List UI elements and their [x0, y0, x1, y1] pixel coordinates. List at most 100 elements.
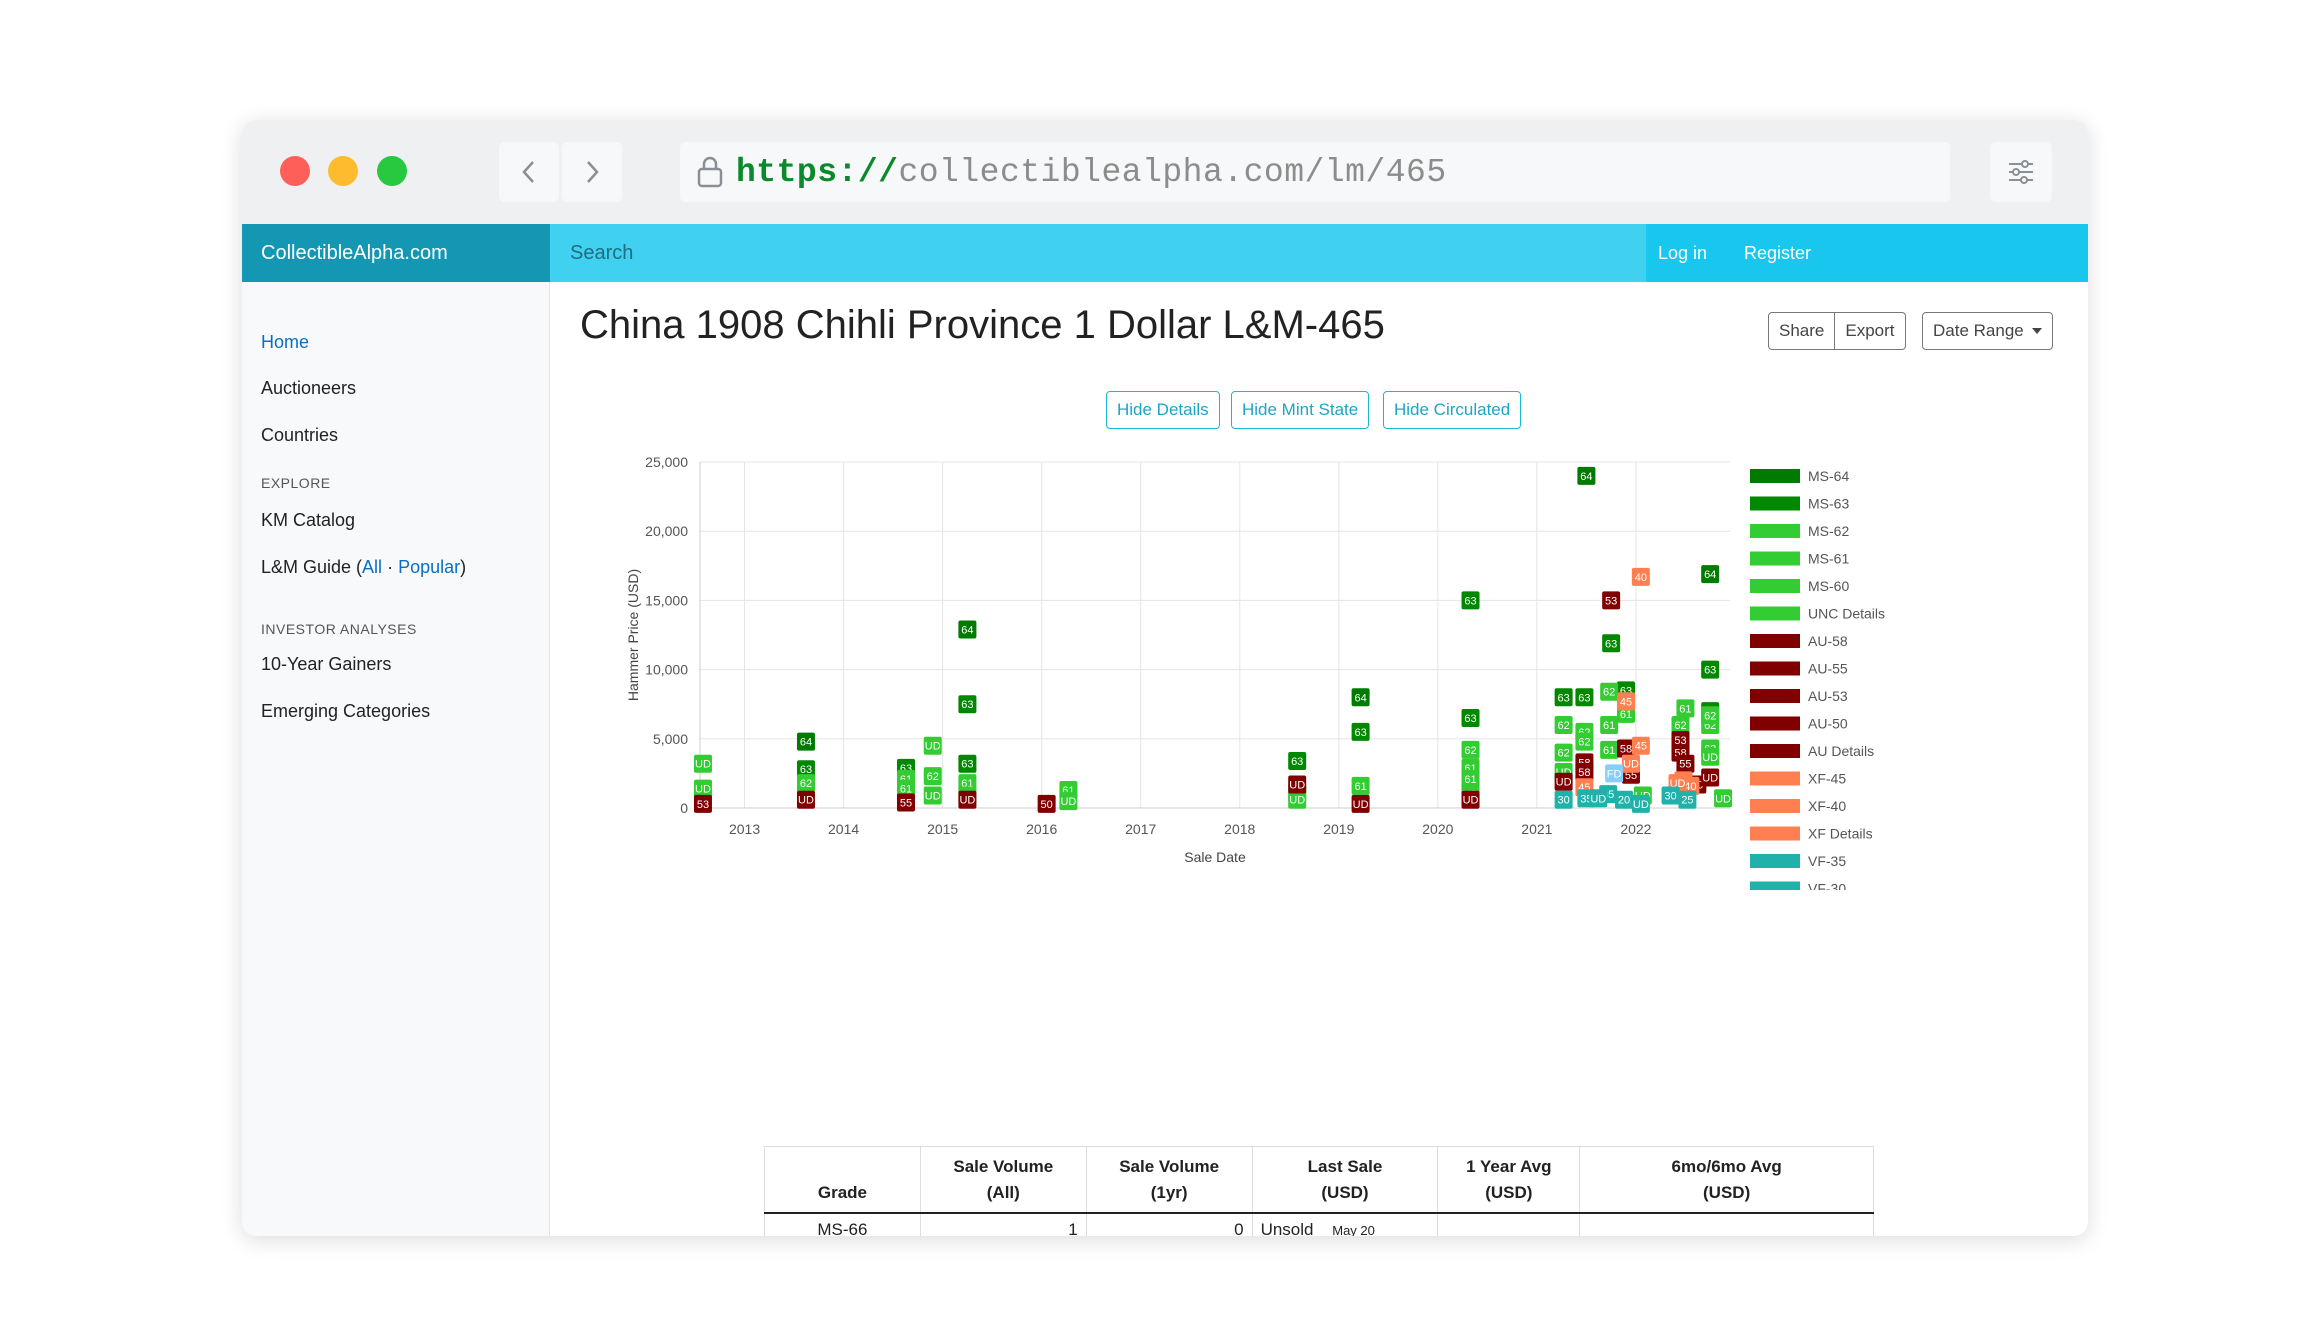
data-point-label: 63: [1704, 665, 1716, 677]
hide-circulated-button[interactable]: Hide Circulated: [1383, 391, 1522, 429]
data-point: [1714, 789, 1733, 808]
data-point: [1037, 794, 1056, 813]
sliders-icon: [2009, 160, 2033, 184]
legend-label: MS-63: [1808, 496, 1849, 512]
data-point: [1575, 688, 1594, 707]
address-bar[interactable]: https://collectiblealpha.com/lm/465: [680, 142, 1950, 202]
data-point-label: 62: [1557, 748, 1569, 760]
data-point: [958, 695, 977, 714]
minimize-window-button[interactable]: [328, 156, 358, 186]
cell-six-month-avg: [1579, 1212, 1874, 1236]
sidebar-item-home[interactable]: Home: [261, 332, 310, 352]
data-point: [1461, 591, 1480, 610]
sidebar-item-gainers[interactable]: 10-Year Gainers: [261, 654, 392, 674]
share-button[interactable]: Share: [1768, 312, 1836, 350]
x-tick-label: 2013: [729, 821, 760, 837]
data-point: [1701, 660, 1720, 679]
data-point: [1600, 715, 1619, 734]
legend-swatch: [1750, 826, 1800, 841]
legend-swatch: [1750, 771, 1800, 786]
data-point: [1701, 768, 1720, 787]
data-point-label: 61: [1354, 781, 1366, 793]
brand-link[interactable]: CollectibleAlpha.com: [242, 224, 550, 282]
data-point: [1631, 567, 1650, 586]
data-point: [958, 754, 977, 773]
top-navbar: CollectibleAlpha.com Search Log in Regis…: [242, 224, 2088, 282]
legend-label: MS-60: [1808, 578, 1849, 594]
y-tick-label: 25,000: [645, 454, 688, 470]
data-point: [1575, 732, 1594, 751]
legend-label: XF-40: [1808, 798, 1846, 814]
data-point-label: 63: [1354, 727, 1366, 739]
data-point: [1631, 794, 1650, 813]
data-point-label: UD: [1556, 777, 1572, 789]
data-point: [958, 620, 977, 639]
data-point-label: 63: [1291, 756, 1303, 768]
y-tick-label: 15,000: [645, 592, 688, 608]
legend-label: VF-35: [1808, 853, 1846, 869]
login-link[interactable]: Log in: [1658, 242, 1708, 263]
data-point-label: 62: [1704, 710, 1716, 722]
data-point: [1602, 591, 1621, 610]
hide-mint-state-button[interactable]: Hide Mint State: [1231, 391, 1370, 429]
search-input[interactable]: Search: [550, 224, 1646, 282]
data-point-label: 63: [800, 764, 812, 776]
export-button[interactable]: Export: [1835, 312, 1906, 350]
date-range-dropdown[interactable]: Date Range: [1922, 312, 2053, 350]
th-last-sale: Last Sale (USD): [1251, 1146, 1439, 1214]
data-point-label: UD: [1060, 796, 1076, 808]
lm-guide-all-link[interactable]: All: [362, 557, 383, 577]
data-point-label: UD: [959, 795, 975, 807]
data-point: [1351, 776, 1370, 795]
data-point-label: 62: [927, 771, 939, 783]
data-point-label: UD: [1289, 779, 1305, 791]
data-point-label: UD: [1715, 793, 1731, 805]
lm-guide-popular-link[interactable]: Popular: [398, 557, 461, 577]
maximize-window-button[interactable]: [377, 156, 407, 186]
y-tick-label: 20,000: [645, 523, 688, 539]
data-point: [923, 786, 942, 805]
data-point: [1602, 634, 1621, 653]
data-point: [796, 790, 815, 809]
legend-swatch: [1750, 716, 1800, 731]
data-point: [1605, 764, 1624, 783]
table-row[interactable]: MS-66 1 0 Unsold May 20: [764, 1212, 1874, 1237]
data-point: [1288, 775, 1307, 794]
x-axis-title: Sale Date: [1184, 849, 1246, 865]
legend-label: AU-55: [1808, 661, 1848, 677]
legend-label: AU-58: [1808, 633, 1848, 649]
data-point-label: 62: [1464, 745, 1476, 757]
data-point-label: 64: [961, 624, 973, 636]
register-link[interactable]: Register: [1744, 242, 1812, 263]
hide-details-button[interactable]: Hide Details: [1106, 391, 1220, 429]
browser-chrome: https://collectiblealpha.com/lm/465: [242, 120, 2088, 224]
x-tick-label: 2017: [1125, 821, 1156, 837]
back-button[interactable]: [499, 142, 559, 202]
sidebar-item-auctioneers[interactable]: Auctioneers: [261, 378, 357, 398]
data-point: [1554, 715, 1573, 734]
legend-label: MS-64: [1808, 468, 1849, 484]
data-point: [1617, 739, 1636, 758]
close-window-button[interactable]: [280, 156, 310, 186]
data-point: [1461, 790, 1480, 809]
data-point: [897, 779, 915, 798]
sidebar-item-countries[interactable]: Countries: [261, 425, 339, 445]
share-export-group: Share Export: [1768, 312, 1906, 350]
data-point-label: 58: [1578, 767, 1590, 779]
forward-button[interactable]: [562, 142, 622, 202]
data-point-label: 40: [1635, 572, 1647, 584]
th-sale-volume-all: Sale Volume (All): [919, 1146, 1087, 1214]
data-point-label: 61: [1620, 709, 1632, 721]
data-point-label: 55: [1679, 759, 1691, 771]
sidebar-item-km-catalog[interactable]: KM Catalog: [261, 510, 356, 530]
lm-guide-label: L&M Guide (: [261, 557, 363, 577]
x-tick-label: 2018: [1224, 821, 1255, 837]
data-point: [796, 732, 815, 751]
settings-button[interactable]: [1990, 142, 2052, 202]
last-sale-date: May 20: [1332, 1222, 1375, 1237]
legend-swatch: [1750, 881, 1800, 890]
data-point: [1678, 790, 1697, 809]
data-point-label: 50: [1041, 799, 1053, 811]
data-point-label: 45: [1635, 741, 1647, 753]
sidebar-item-emerging[interactable]: Emerging Categories: [261, 701, 431, 721]
